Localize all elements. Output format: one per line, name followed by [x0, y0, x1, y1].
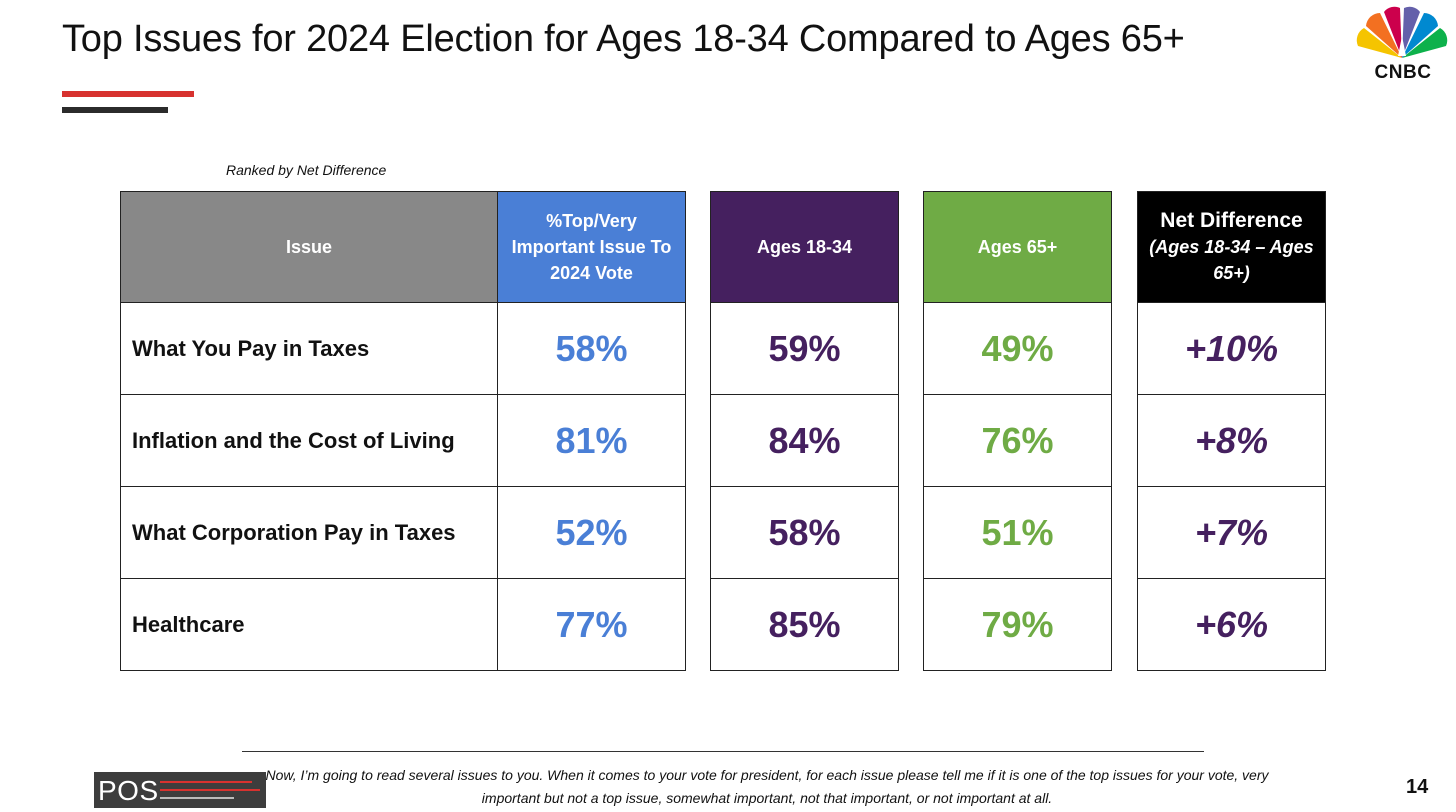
table-row: +8%	[1137, 394, 1326, 487]
ages-18-34-table: Ages 18-34 59% 84% 58% 85%	[710, 191, 899, 671]
issue-label: What You Pay in Taxes	[120, 302, 498, 395]
net-difference-value: +10%	[1137, 302, 1326, 395]
accent-bar-dark	[62, 107, 168, 113]
ages-65-plus-value: 79%	[923, 578, 1112, 671]
net-difference-value: +7%	[1137, 486, 1326, 579]
table-row: +10%	[1137, 302, 1326, 395]
header-top-issue: %Top/Very Important Issue To 2024 Vote	[497, 191, 686, 303]
table-row: 51%	[923, 486, 1112, 579]
pos-logo-stripe	[160, 797, 234, 799]
ages-18-34-value: 84%	[710, 394, 899, 487]
pos-logo-stripe	[160, 781, 252, 783]
ages-65-plus-value: 49%	[923, 302, 1112, 395]
ages-65-plus-value: 51%	[923, 486, 1112, 579]
net-difference-value: +8%	[1137, 394, 1326, 487]
cnbc-wordmark: CNBC	[1374, 62, 1432, 83]
issue-label: Inflation and the Cost of Living	[120, 394, 498, 487]
issues-table: Issue %Top/Very Important Issue To 2024 …	[120, 191, 686, 671]
ages-65-plus-value: 76%	[923, 394, 1112, 487]
table-row: 49%	[923, 302, 1112, 395]
table-row: What You Pay in Taxes 58%	[120, 302, 686, 395]
top-issue-value: 81%	[497, 394, 686, 487]
table-row: +6%	[1137, 578, 1326, 671]
issue-label: Healthcare	[120, 578, 498, 671]
header-ages-18-34: Ages 18-34	[710, 191, 899, 303]
net-difference-table: Net Difference (Ages 18-34 – Ages 65+) +…	[1137, 191, 1326, 671]
issue-label: What Corporation Pay in Taxes	[120, 486, 498, 579]
question-footnote: Now, I’m going to read several issues to…	[265, 767, 1269, 806]
net-difference-title: Net Difference	[1160, 209, 1303, 232]
accent-bar-red	[62, 91, 194, 97]
pos-logo-stripe	[160, 789, 260, 791]
table-row: 76%	[923, 394, 1112, 487]
table-row: Inflation and the Cost of Living 81%	[120, 394, 686, 487]
table-row: 58%	[710, 486, 899, 579]
header-net-difference: Net Difference (Ages 18-34 – Ages 65+)	[1137, 191, 1326, 303]
net-difference-value: +6%	[1137, 578, 1326, 671]
cnbc-peacock-logo	[1356, 6, 1448, 58]
ages-65-plus-table: Ages 65+ 49% 76% 51% 79%	[923, 191, 1112, 671]
ages-18-34-value: 58%	[710, 486, 899, 579]
table-row: 84%	[710, 394, 899, 487]
table-row: Healthcare 77%	[120, 578, 686, 671]
header-issue: Issue	[120, 191, 498, 303]
table-row: 79%	[923, 578, 1112, 671]
table-row: 85%	[710, 578, 899, 671]
top-issue-value: 77%	[497, 578, 686, 671]
top-issue-value: 58%	[497, 302, 686, 395]
top-issue-value: 52%	[497, 486, 686, 579]
slide-title: Top Issues for 2024 Election for Ages 18…	[62, 18, 1185, 60]
table-row: What Corporation Pay in Taxes 52%	[120, 486, 686, 579]
pos-logo: POS	[94, 772, 266, 808]
header-ages-65-plus: Ages 65+	[923, 191, 1112, 303]
ranking-note: Ranked by Net Difference	[226, 162, 387, 178]
table-row: 59%	[710, 302, 899, 395]
page-number: 14	[1406, 776, 1429, 798]
ages-18-34-value: 85%	[710, 578, 899, 671]
ages-18-34-value: 59%	[710, 302, 899, 395]
footer-divider	[242, 751, 1204, 752]
net-difference-subtitle: (Ages 18-34 – Ages 65+)	[1149, 237, 1314, 283]
pos-logo-text: POS	[98, 775, 159, 806]
table-row: +7%	[1137, 486, 1326, 579]
